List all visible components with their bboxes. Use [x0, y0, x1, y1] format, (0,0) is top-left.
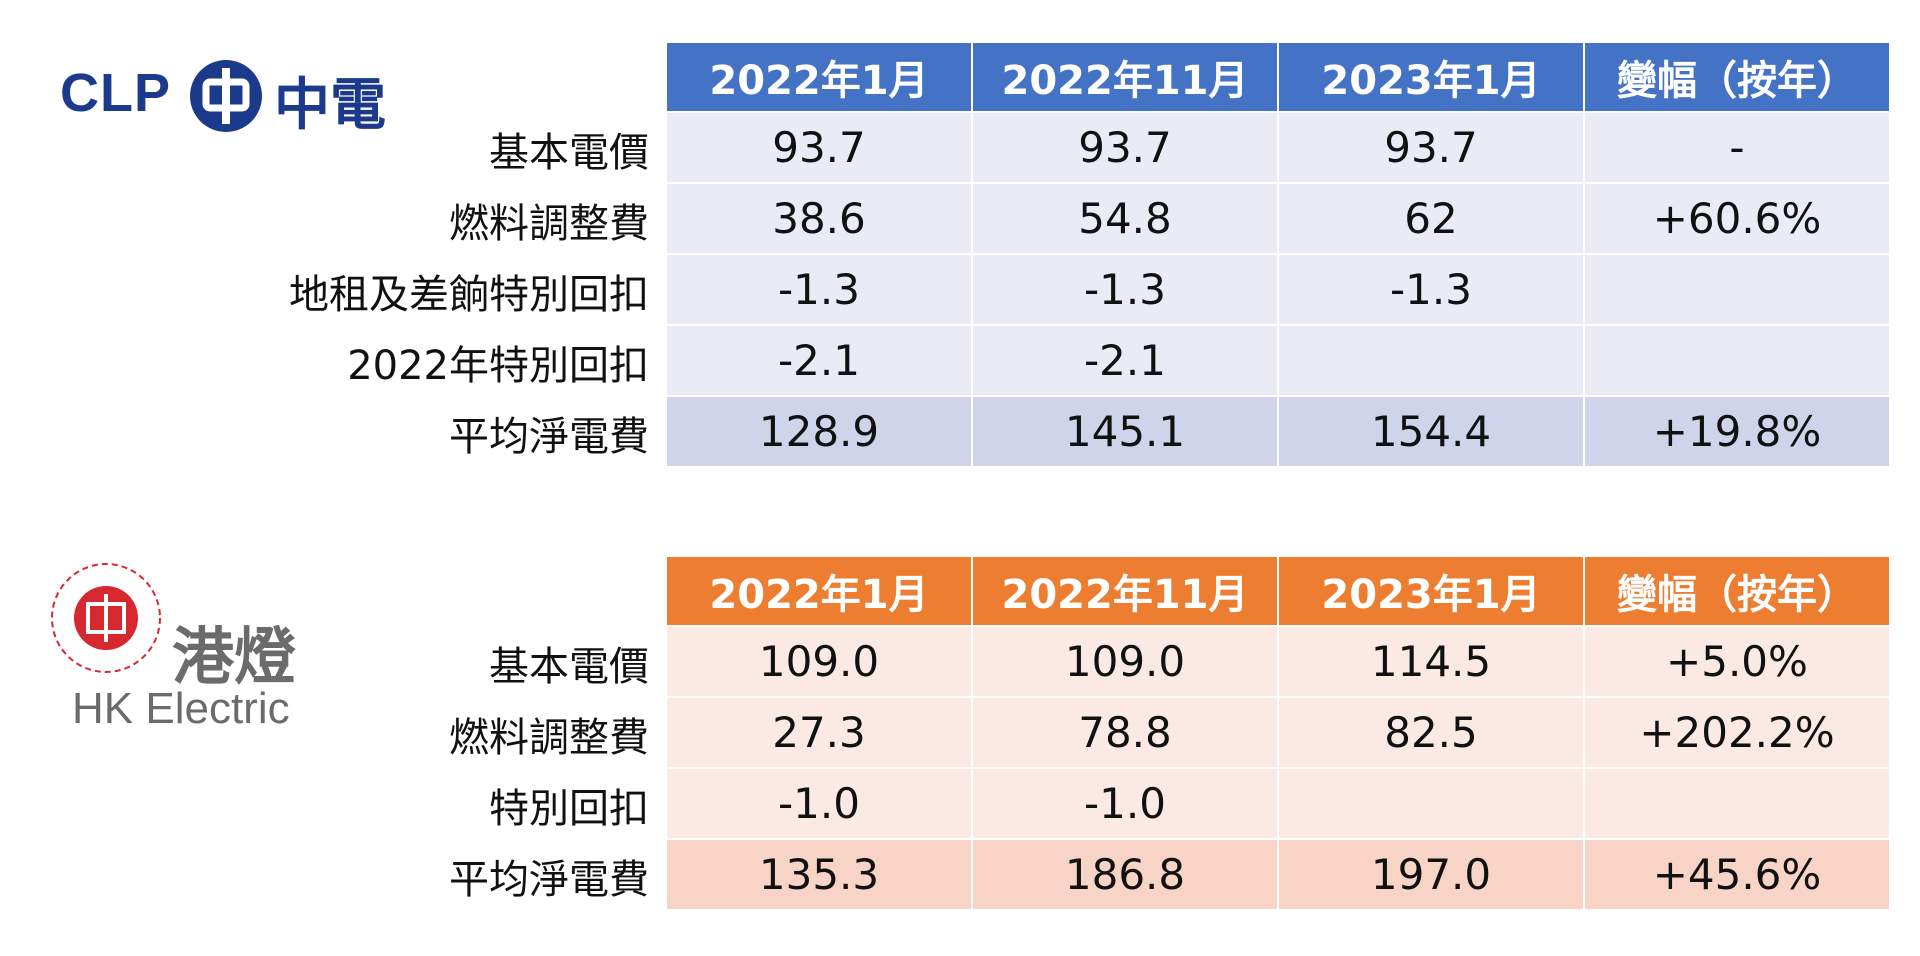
data-cell: 93.7: [1279, 113, 1585, 184]
row-label: 2022年特別回扣: [347, 342, 649, 389]
empty-cell: [1279, 326, 1585, 397]
row-label: 燃料調整費: [449, 200, 649, 247]
header-cell: 變幅（按年）: [1585, 43, 1891, 113]
data-cell: +45.6%: [1585, 840, 1891, 911]
data-cell: 154.4: [1279, 397, 1585, 468]
data-cell: 135.3: [667, 840, 973, 911]
empty-cell: [1585, 326, 1891, 397]
clp-icon: [190, 60, 262, 132]
header-cell: 2023年1月: [1279, 43, 1585, 113]
empty-cell: [1585, 255, 1891, 326]
data-cell: 128.9: [667, 397, 973, 468]
header-cell: 2022年1月: [667, 43, 973, 113]
data-cell: 145.1: [973, 397, 1279, 468]
header-cell: 2022年11月: [973, 557, 1279, 627]
data-cell: -1.3: [973, 255, 1279, 326]
row-label: 燃料調整費: [449, 714, 649, 761]
clp-logo-text: CLP: [60, 63, 171, 123]
empty-cell: [1585, 769, 1891, 840]
row-label: 基本電價: [489, 643, 649, 690]
header-cell: 2022年11月: [973, 43, 1279, 113]
row-label: 基本電價: [489, 129, 649, 176]
hke-icon: [51, 563, 161, 673]
empty-cell: [1279, 769, 1585, 840]
row-label: 地租及差餉特別回扣: [289, 271, 649, 318]
header-cell: 2022年1月: [667, 557, 973, 627]
data-cell: 27.3: [667, 698, 973, 769]
data-cell: 78.8: [973, 698, 1279, 769]
data-cell: 62: [1279, 184, 1585, 255]
data-cell: -1.3: [1279, 255, 1585, 326]
data-cell: -1.0: [973, 769, 1279, 840]
data-cell: 38.6: [667, 184, 973, 255]
data-cell: +5.0%: [1585, 627, 1891, 698]
data-cell: 54.8: [973, 184, 1279, 255]
data-cell: 93.7: [973, 113, 1279, 184]
data-cell: -2.1: [973, 326, 1279, 397]
row-label: 平均淨電費: [449, 856, 649, 903]
row-label: 特別回扣: [489, 785, 649, 832]
data-cell: -1.0: [667, 769, 973, 840]
data-cell: +202.2%: [1585, 698, 1891, 769]
hke-logo: 港燈 HK Electric: [48, 560, 328, 740]
data-cell: 82.5: [1279, 698, 1585, 769]
hke-logo-text: HK Electric: [72, 684, 290, 733]
data-cell: 197.0: [1279, 840, 1585, 911]
data-cell: 93.7: [667, 113, 973, 184]
clp-logo-cn: 中電: [274, 73, 386, 138]
row-label: 平均淨電費: [449, 413, 649, 460]
clp-logo: CLP 中電: [60, 58, 390, 138]
data-cell: 109.0: [973, 627, 1279, 698]
hke-logo-cn: 港燈: [172, 620, 297, 693]
data-cell: 114.5: [1279, 627, 1585, 698]
data-cell: +19.8%: [1585, 397, 1891, 468]
data-cell: 109.0: [667, 627, 973, 698]
data-cell: -2.1: [667, 326, 973, 397]
data-cell: 186.8: [973, 840, 1279, 911]
header-cell: 2023年1月: [1279, 557, 1585, 627]
data-cell: +60.6%: [1585, 184, 1891, 255]
data-cell: -: [1585, 113, 1891, 184]
header-cell: 變幅（按年）: [1585, 557, 1891, 627]
data-cell: -1.3: [667, 255, 973, 326]
